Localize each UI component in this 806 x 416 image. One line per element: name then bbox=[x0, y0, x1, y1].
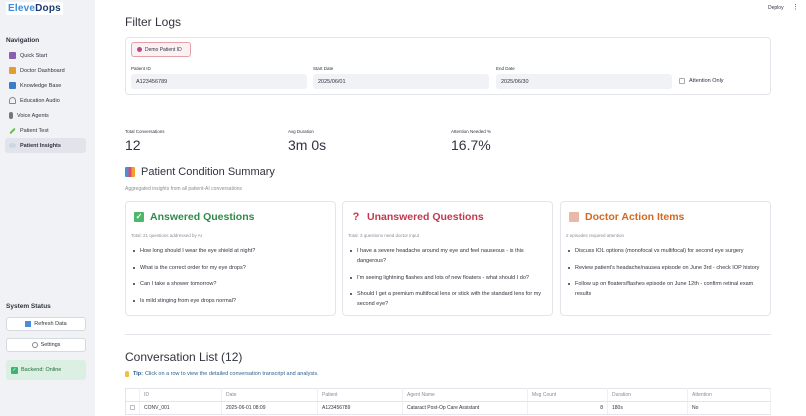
end-date-input[interactable]: 2025/06/30 bbox=[496, 74, 672, 89]
backend-status-badge: ✓ Backend: Online bbox=[6, 360, 86, 380]
summary-subtitle: Aggregated insights from all patient-AI … bbox=[125, 186, 243, 192]
books-icon bbox=[9, 82, 16, 89]
answered-list: How long should I wear the eye shield at… bbox=[131, 246, 330, 312]
attention-only-checkbox[interactable]: Attention Only bbox=[679, 78, 724, 84]
book-icon bbox=[9, 52, 16, 59]
page-title: Filter Logs bbox=[125, 15, 182, 29]
col-date[interactable]: Date bbox=[221, 388, 318, 402]
settings-button[interactable]: Settings bbox=[6, 338, 86, 352]
metric-label: Total Conversations bbox=[125, 129, 165, 134]
patient-id-input[interactable]: A123456789 bbox=[131, 74, 307, 89]
sidebar-item-knowledge-base[interactable]: Knowledge Base bbox=[5, 78, 86, 93]
list-item: I'm seeing lightning flashes and lots of… bbox=[348, 273, 547, 283]
card-total: Total: 3 questions need doctor input bbox=[348, 233, 420, 238]
list-item: How long should I wear the eye shield at… bbox=[131, 246, 330, 256]
metric-value: 3m 0s bbox=[288, 137, 327, 153]
sidebar-item-quick-start[interactable]: Quick Start bbox=[5, 48, 86, 63]
metric-value: 16.7% bbox=[451, 137, 491, 153]
start-date-label: Start Date bbox=[313, 66, 334, 71]
card-title: Doctor Action Items bbox=[569, 211, 684, 223]
check-box-icon: ✓ bbox=[134, 212, 144, 222]
card-title: ✓ Answered Questions bbox=[134, 211, 255, 223]
memo-icon bbox=[569, 212, 579, 222]
col-patient[interactable]: Patient bbox=[317, 388, 403, 402]
tip-text: Tip: Click on a row to view the detailed … bbox=[125, 371, 319, 377]
filter-panel bbox=[125, 37, 771, 95]
list-item: What is the correct order for my eye dro… bbox=[131, 263, 330, 273]
list-item: Is mild stinging from eye drops normal? bbox=[131, 296, 330, 306]
card-total: Total: 21 questions addressed by AI bbox=[131, 233, 203, 238]
lightbulb-icon bbox=[125, 371, 129, 377]
microphone-icon bbox=[9, 112, 13, 119]
table-header: ID Date Patient Agent Name Msg Count Dur… bbox=[125, 388, 771, 402]
nav-list: Quick Start Doctor Dashboard Knowledge B… bbox=[5, 48, 86, 153]
bar-chart-icon bbox=[125, 167, 135, 177]
speech-bubble-icon bbox=[9, 143, 16, 148]
unanswered-list: I have a severe headache around my eye a… bbox=[348, 246, 547, 316]
headphones-icon bbox=[9, 97, 16, 104]
col-attention[interactable]: Attention bbox=[687, 388, 771, 402]
list-item: Review patient's headache/nausea episode… bbox=[566, 263, 765, 273]
list-item: I have a severe headache around my eye a… bbox=[348, 246, 547, 266]
doctor-action-items-card: Doctor Action Items 2 episodes required … bbox=[560, 201, 771, 316]
cell-msg-count: 8 bbox=[527, 401, 608, 415]
cell-date: 2025-06-01 08:09 bbox=[221, 401, 318, 415]
metric-value: 12 bbox=[125, 137, 141, 153]
table-row[interactable]: CONV_001 2025-06-01 08:09 A123456789 Cat… bbox=[125, 401, 771, 415]
start-date-input[interactable]: 2025/06/01 bbox=[313, 74, 489, 89]
logo: EleveDops bbox=[6, 2, 63, 15]
question-mark-icon: ? bbox=[352, 211, 360, 223]
check-icon: ✓ bbox=[11, 366, 18, 374]
cell-duration: 180s bbox=[607, 401, 688, 415]
patient-id-label: Patient ID bbox=[131, 66, 151, 71]
summary-heading: Patient Condition Summary bbox=[125, 166, 275, 178]
col-msg-count[interactable]: Msg Count bbox=[527, 388, 608, 402]
list-item: Can I take a shower tomorrow? bbox=[131, 279, 330, 289]
sidebar-item-voice-agents[interactable]: Voice Agents bbox=[5, 108, 86, 123]
action-items-list: Discuss IOL options (monofocal vs multif… bbox=[566, 246, 765, 306]
row-checkbox[interactable] bbox=[130, 404, 135, 410]
main-menu-icon[interactable]: ⋮ bbox=[792, 4, 799, 11]
cell-patient: A123456789 bbox=[317, 401, 403, 415]
refresh-icon bbox=[25, 321, 32, 327]
metric-label: Avg Duration bbox=[288, 129, 314, 134]
refresh-data-button[interactable]: Refresh Data bbox=[6, 317, 86, 331]
sidebar-item-patient-test[interactable]: Patient Test bbox=[5, 123, 86, 138]
col-agent[interactable]: Agent Name bbox=[402, 388, 528, 402]
conversation-list-heading: Conversation List (12) bbox=[125, 350, 243, 364]
card-title: ? Unanswered Questions bbox=[352, 211, 484, 223]
gear-icon bbox=[31, 342, 38, 348]
nav-heading: Navigation bbox=[6, 37, 40, 44]
conversation-table: ID Date Patient Agent Name Msg Count Dur… bbox=[125, 388, 771, 415]
doctor-icon bbox=[9, 67, 16, 74]
end-date-label: End Date bbox=[496, 66, 515, 71]
metric-label: Attention Needed % bbox=[451, 129, 492, 134]
list-item: Follow up on floaters/flashes episode on… bbox=[566, 279, 765, 299]
unanswered-questions-card: ? Unanswered Questions Total: 3 questions… bbox=[342, 201, 553, 316]
card-total: 2 episodes required attention bbox=[566, 233, 625, 238]
sidebar-item-patient-insights[interactable]: Patient Insights bbox=[5, 138, 86, 153]
demo-patient-id-button[interactable]: Demo Patient ID bbox=[131, 42, 191, 57]
answered-questions-card: ✓ Answered Questions Total: 21 questions … bbox=[125, 201, 336, 316]
deploy-button[interactable]: Deploy bbox=[768, 5, 784, 11]
col-duration[interactable]: Duration bbox=[607, 388, 688, 402]
system-status-heading: System Status bbox=[6, 303, 51, 310]
cell-attention: No bbox=[687, 401, 771, 415]
sidebar-item-education-audio[interactable]: Education Audio bbox=[5, 93, 86, 108]
syringe-icon bbox=[9, 127, 16, 134]
list-item: Discuss IOL options (monofocal vs multif… bbox=[566, 246, 765, 256]
cell-id: CONV_001 bbox=[139, 401, 222, 415]
checkbox-box[interactable] bbox=[679, 78, 685, 84]
divider bbox=[125, 334, 771, 335]
col-id[interactable]: ID bbox=[139, 388, 222, 402]
list-item: Should I get a premium multifocal lens o… bbox=[348, 289, 547, 309]
cell-agent: Cataract Post-Op Care Assistant bbox=[402, 401, 528, 415]
sidebar: EleveDops Navigation Quick Start Doctor … bbox=[0, 0, 95, 416]
demo-icon bbox=[137, 47, 142, 52]
sidebar-item-doctor-dashboard[interactable]: Doctor Dashboard bbox=[5, 63, 86, 78]
